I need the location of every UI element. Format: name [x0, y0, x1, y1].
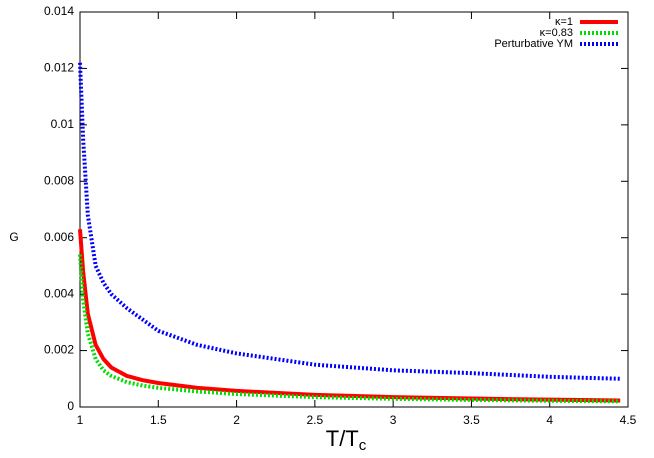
series-line — [78, 254, 621, 404]
legend-label: κ=1 — [555, 16, 573, 28]
x-tick-label: 4 — [546, 413, 553, 427]
y-tick-label: 0.01 — [51, 117, 75, 131]
x-tick-label: 3 — [390, 413, 397, 427]
y-axis-label: G — [9, 230, 18, 244]
series-line — [78, 62, 621, 381]
x-tick-label: 2.5 — [307, 413, 324, 427]
x-label-sub: c — [359, 437, 367, 454]
x-tick-label: 4.5 — [620, 413, 637, 427]
y-tick-label: 0.008 — [44, 173, 74, 187]
y-tick-label: 0.004 — [44, 286, 74, 300]
x-tick-label: 3.5 — [463, 413, 480, 427]
x-tick-label: 1.5 — [150, 413, 167, 427]
legend-label: Perturbative YM — [494, 38, 573, 50]
y-tick-label: 0.012 — [44, 61, 74, 75]
legend-label: κ=0.83 — [540, 27, 573, 39]
y-tick-label: 0.014 — [44, 4, 74, 18]
plot-frame — [79, 11, 629, 408]
y-tick-label: 0 — [67, 399, 74, 413]
x-label-main: T/T — [326, 426, 359, 451]
x-axis-label: T/Tc — [326, 426, 367, 454]
y-tick-label: 0.002 — [44, 343, 74, 357]
x-tick-label: 2 — [233, 413, 240, 427]
x-tick-label: 1 — [77, 413, 84, 427]
y-tick-label: 0.006 — [44, 230, 74, 244]
